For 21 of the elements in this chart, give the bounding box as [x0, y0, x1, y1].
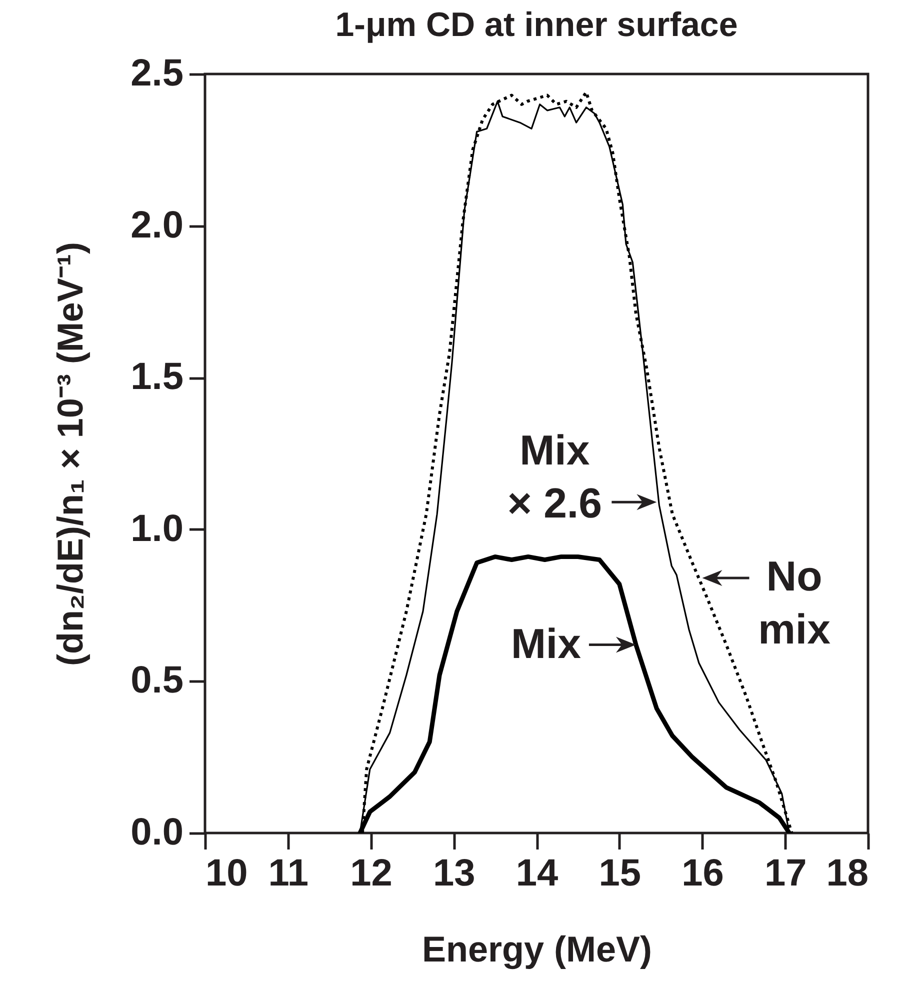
y-tick-label: 0.0 [130, 812, 184, 854]
x-axis-title: Energy (MeV) [422, 928, 652, 970]
x-tick-label: 14 [516, 852, 558, 894]
annotation: Mix × 2.6 [507, 426, 602, 527]
chart-title: 1-μm CD at inner surface [335, 6, 738, 44]
x-tick-label: 17 [764, 852, 807, 894]
annotation: Mix [510, 620, 582, 667]
x-tick-label: 18 [826, 852, 868, 894]
y-tick-label: 2.0 [130, 204, 184, 246]
y-tick-label: 1.0 [130, 508, 184, 550]
y-axis-title: (dn₂/dE)/n₁ × 10⁻³ (MeV⁻¹) [50, 242, 91, 666]
x-tick-label: 13 [432, 852, 476, 894]
x-tick-label: 10 [206, 852, 248, 894]
x-tick-label: 11 [268, 852, 308, 894]
x-tick-label: 12 [350, 852, 392, 894]
annotation: No mix [758, 552, 832, 652]
y-tick-label: 2.5 [130, 52, 184, 94]
x-tick-label: 15 [598, 852, 642, 894]
y-tick-label: 0.5 [130, 660, 184, 702]
x-tick-label: 16 [682, 852, 724, 894]
y-tick-label: 1.5 [130, 356, 184, 398]
